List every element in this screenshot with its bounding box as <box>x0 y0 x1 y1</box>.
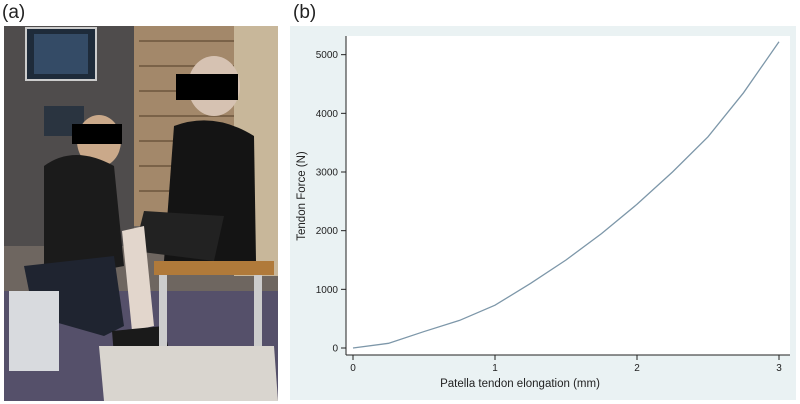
bench-seat <box>154 261 274 275</box>
ultrasound-screen <box>34 34 88 74</box>
panel-label-b: (b) <box>293 2 317 23</box>
y-tick-label: 4000 <box>316 109 339 120</box>
y-axis-ticks: 0 1000 2000 3000 4000 5000 <box>316 50 346 355</box>
examiner-chair <box>9 291 59 371</box>
y-axis-title: Tendon Force (N) <box>296 151 308 241</box>
patient-shin <box>122 226 154 331</box>
x-axis-title: Patella tendon elongation (mm) <box>440 378 600 390</box>
y-tick-label: 2000 <box>316 226 339 237</box>
x-tick-label: 0 <box>350 363 356 374</box>
bench-leg-left <box>159 275 167 365</box>
patient-face-bar <box>176 74 238 100</box>
x-tick-label: 2 <box>634 363 640 374</box>
panel-label-a: (a) <box>2 2 26 23</box>
y-tick-label: 3000 <box>316 168 339 179</box>
patient-thigh <box>134 211 224 261</box>
examiner-face-bar <box>72 124 122 144</box>
y-tick-label: 0 <box>332 344 338 355</box>
y-tick-label: 1000 <box>316 285 339 296</box>
clinical-photo <box>4 26 278 401</box>
force-elongation-chart: 0 1000 2000 3000 4000 5000 0 1 2 3 Patella tendo… <box>290 26 796 400</box>
examiner-body <box>44 155 124 281</box>
x-axis-ticks: 0 1 2 3 <box>350 355 782 374</box>
plot-area <box>346 36 790 355</box>
series-line <box>352 41 780 349</box>
y-tick-label: 5000 <box>316 50 339 61</box>
bench-platform <box>99 346 278 401</box>
x-tick-label: 3 <box>776 363 782 374</box>
bench-leg-right <box>254 275 262 365</box>
x-tick-label: 1 <box>492 363 498 374</box>
